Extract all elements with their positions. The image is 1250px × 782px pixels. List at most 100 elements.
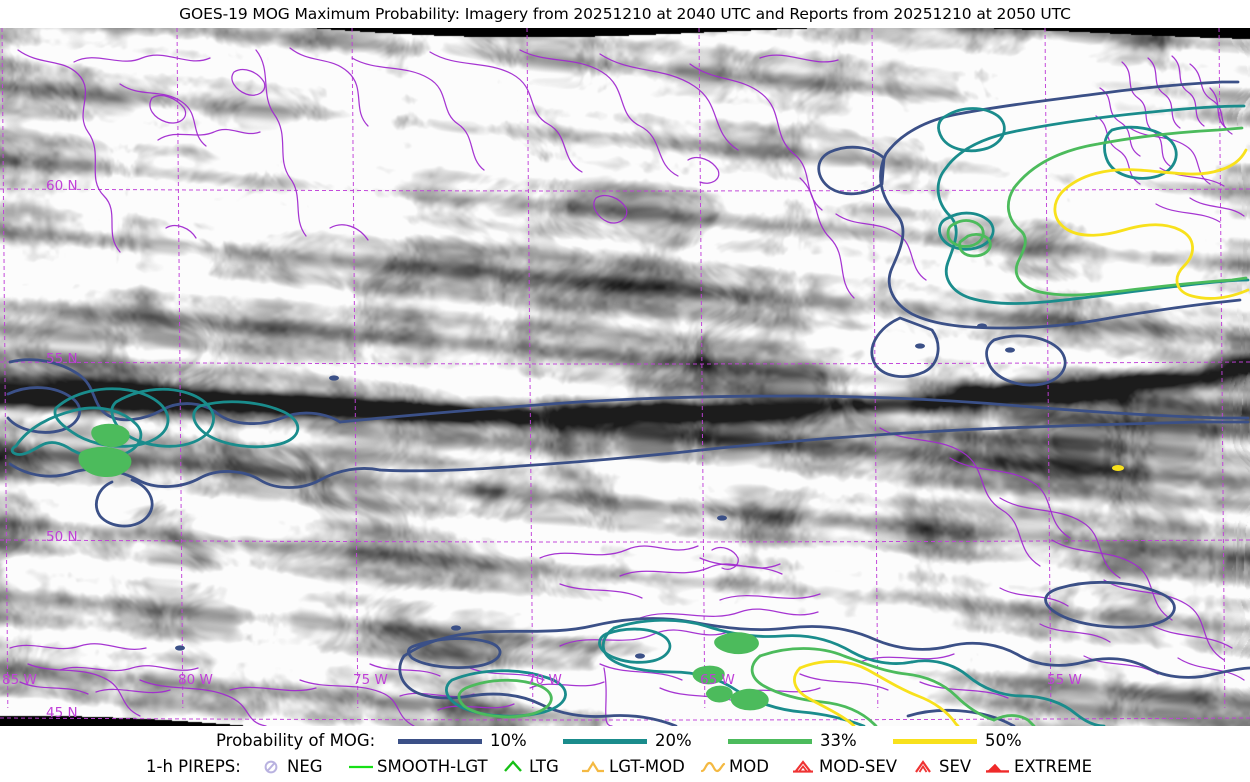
prob-33-label: 33%	[820, 731, 857, 750]
legend-item-pirep-mod: MOD	[700, 754, 769, 780]
pirep-mod-sev-label: MOD-SEV	[819, 757, 898, 776]
pirep-smooth-lgt-label: SMOOTH-LGT	[377, 757, 488, 776]
pirep-marker[interactable]	[1112, 465, 1124, 471]
coastline-path	[1177, 657, 1245, 681]
contour-10pct-ur-top	[884, 80, 1240, 156]
legend-item-prob-33: 33%	[728, 728, 857, 754]
pirep-marker[interactable]	[717, 515, 727, 521]
contour-10pct-left-lobe	[6, 386, 82, 434]
coastline-path	[1147, 57, 1181, 129]
coastline-path	[9, 643, 147, 650]
coastline-path	[919, 681, 1009, 699]
coastline-path	[519, 49, 679, 177]
graticule-lat-line	[0, 717, 1250, 721]
coastline-path	[469, 667, 545, 681]
coastline-path	[689, 63, 823, 211]
lat-label: 45 N	[46, 705, 78, 721]
coastline-path	[599, 53, 739, 151]
pirep-marker[interactable]	[635, 653, 645, 659]
contour-20pct-south-right	[910, 659, 1106, 726]
contour-10pct-ur-lobe2	[870, 316, 940, 378]
contour-33pct-south-left	[750, 654, 878, 726]
coastline-path	[619, 563, 781, 577]
coastline-path	[603, 667, 613, 726]
contour-33pct-blob-s2	[692, 665, 725, 685]
contour-50pct-ur-top	[1060, 148, 1248, 194]
contour-33pct-blob-s1	[714, 632, 759, 654]
legend-row-probability: Probability of MOG: 10% 20% 33% 50%	[0, 728, 1250, 754]
lat-label: 55 N	[46, 351, 78, 367]
coastline-path	[1189, 197, 1245, 217]
contour-33pct-small1	[946, 219, 985, 248]
coastline-path	[1155, 203, 1221, 223]
satellite-imagery-layer	[0, 28, 1250, 726]
coastline-path	[351, 57, 485, 171]
coastline-path	[429, 51, 583, 173]
page-title: GOES-19 MOG Maximum Probability: Imagery…	[179, 5, 1071, 23]
legend-row-pireps: 1-h PIREPS: NEG SMOOTH-LGT LTG LGT-MOD MOD MO…	[0, 754, 1250, 780]
coastline-path	[73, 54, 211, 63]
lon-label: 65 W	[700, 672, 735, 688]
legend-item-pirep-ltg: LTG	[500, 754, 559, 780]
lat-label: 60 N	[46, 178, 78, 194]
pirep-mod-label: MOD	[729, 757, 769, 776]
contour-20pct-south-lobe	[598, 627, 672, 664]
contour-10pct-south-lobe3	[906, 708, 1016, 726]
pirep-marker[interactable]	[175, 645, 185, 651]
pirep-ltg-label: LTG	[529, 757, 559, 776]
coastline-path	[59, 665, 199, 672]
coastline-path	[289, 47, 369, 127]
contour-33pct-south-lobe	[457, 678, 553, 719]
prob-20-label: 20%	[655, 731, 692, 750]
pirep-marker[interactable]	[329, 375, 339, 381]
coastline-path	[369, 663, 441, 677]
pirep-marker-group	[175, 323, 1124, 659]
legend-label-probability: Probability of MOG:	[216, 731, 376, 750]
coastline-path	[329, 224, 369, 241]
legend-item-prob-10: 10%	[398, 728, 527, 754]
graticule-lon-line	[1, 28, 9, 709]
graticule-lon-line	[1044, 28, 1052, 709]
pirep-marker[interactable]	[977, 323, 987, 329]
contour-33pct-south-right	[992, 714, 1036, 726]
pirep-marker[interactable]	[451, 625, 461, 631]
coastline-path	[759, 54, 839, 63]
coastline-path	[1171, 55, 1205, 127]
coastline-path	[19, 681, 89, 695]
coastline-path	[1039, 623, 1111, 643]
pirep-marker[interactable]	[1005, 347, 1015, 353]
coastline-path	[1103, 579, 1225, 661]
pirep-smooth-lgt-icon	[348, 758, 374, 776]
coastline-path	[699, 557, 783, 575]
contour-33pct-blob-left1	[91, 423, 130, 448]
graticule-lon-line	[176, 28, 184, 709]
contour-33pct-blob-left2	[78, 446, 132, 477]
chart-title-bar: GOES-19 MOG Maximum Probability: Imagery…	[0, 0, 1250, 28]
coastline-path	[27, 663, 141, 717]
graticule-lat-line	[0, 539, 1250, 543]
coastline-path	[593, 195, 628, 224]
legend-item-pirep-lgt-mod: LGT-MOD	[580, 754, 685, 780]
legend-item-pirep-neg: NEG	[258, 754, 323, 780]
pirep-neg-icon	[258, 758, 284, 776]
coastline-path	[539, 545, 699, 559]
coastline-path	[149, 95, 187, 124]
lat-label: 50 N	[46, 529, 78, 545]
pirep-marker[interactable]	[915, 343, 925, 349]
mog-contour-group	[6, 80, 1250, 726]
coastline-path	[95, 688, 171, 694]
contour-33pct-ur-top	[1012, 126, 1244, 190]
pirep-extreme-label: EXTREME	[1014, 757, 1093, 776]
coastline-path	[1051, 539, 1173, 621]
legend-item-pirep-extreme: EXTREME	[985, 754, 1092, 780]
coastline-path	[255, 49, 307, 237]
contour-10pct-ur-lobe	[817, 145, 886, 196]
contour-50pct-ur-bottom	[1053, 190, 1250, 300]
satellite-map-panel: 60 N 55 N 50 N 45 N 85 W 80 W 75 W 70 W 65 W 55 W	[0, 28, 1250, 726]
coastline-path	[1189, 63, 1233, 135]
coastline-path	[949, 457, 1071, 539]
contour-20pct-ur-island3	[1103, 125, 1178, 180]
coastline-path	[599, 663, 683, 681]
graticule-lat-line	[0, 361, 1250, 365]
